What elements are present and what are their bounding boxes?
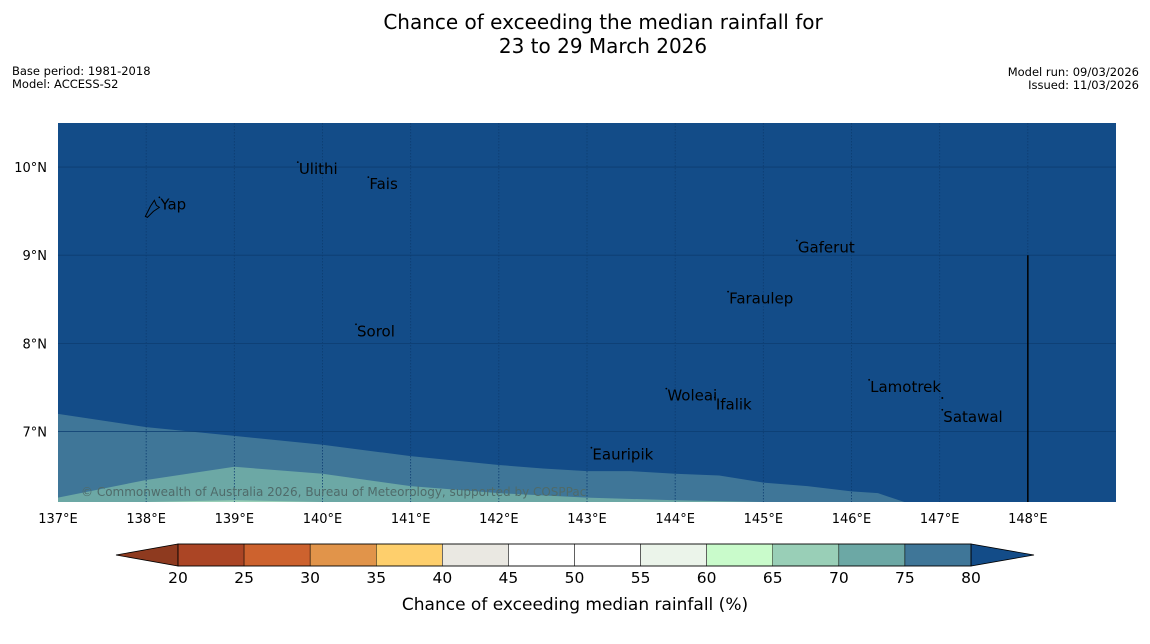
colorbar-tick-label: 65 [763,569,783,587]
colorbar-tick-label: 60 [697,569,717,587]
place-label-gaferut: Gaferut [798,239,855,257]
info-left: Base period: 1981-2018 Model: ACCESS-S2 [12,65,151,91]
place-labels: Yap Ulithi Fais Gaferut Faraulep Sorol WoleaiI… [144,160,1003,464]
colorbar-tick-label: 20 [168,569,188,587]
colorbar-segment [706,543,774,567]
colorbar-tick-label: 40 [432,569,452,587]
colorbar-segment [574,543,641,567]
island-marker [941,408,944,411]
base-period-text: Base period: 1981-2018 [12,64,151,78]
rainfall-band-65-70 [58,500,499,502]
copyright-text: © Commonwealth of Australia 2026, Bureau… [81,485,586,499]
island-marker [713,396,716,399]
island-marker [795,239,798,242]
lon-tick-label: 147°E [920,512,960,527]
lon-tick-label: 139°E [215,512,255,527]
colorbar-tick-label: 80 [961,569,981,587]
colorbar-segment [508,543,575,567]
island-marker [665,387,668,390]
lon-tick-label: 141°E [391,512,431,527]
island-marker [868,378,871,381]
lat-tick-label: 9°N [23,249,48,264]
map-title: Chance of exceeding the median rainfall … [0,10,1150,58]
lon-tick-label: 137°E [38,512,78,527]
place-label-satawal: Satawal [943,408,1002,426]
lat-tick-label: 8°N [23,337,48,352]
place-label-lamotrek: Lamotrek [870,378,941,396]
colorbar-tick-label: 75 [895,569,915,587]
colorbar: 20 25 30 35 40 45 50 55 60 65 70 75 80 [115,543,1035,587]
colorbar-segment [177,543,245,567]
colorbar-tick-label: 45 [499,569,519,587]
colorbar-title: Chance of exceeding median rainfall (%) [402,595,748,615]
colorbar-tick-label: 55 [631,569,651,587]
colorbar-tick-label: 30 [300,569,320,587]
map-axes: 137°E 138°E 139°E 140°E 141°E 142°E 143°E 144°E… [14,123,1116,527]
place-label-yap: Yap [159,195,186,213]
lon-tick-label: 148°E [1008,512,1048,527]
place-label-fais: Fais [369,175,398,193]
model-run-text: Model run: 09/03/2026 [1007,65,1139,79]
lon-tick-label: 138°E [126,512,166,527]
lon-tick-label: 146°E [832,512,872,527]
island-marker [590,446,593,449]
colorbar-segment [376,543,443,567]
colorbar-tick-label: 70 [829,569,849,587]
lat-tick-label: 10°N [14,161,47,176]
colorbar-tick-label: 35 [366,569,386,587]
colorbar-under-arrow [115,543,179,567]
place-label-ulithi: Ulithi [299,160,338,178]
lat-tick-label: 7°N [23,425,48,440]
islet-marker [941,396,944,399]
place-label-faraulep: Faraulep [729,290,793,308]
colorbar-tick-label: 25 [234,569,254,587]
lon-tick-label: 143°E [567,512,607,527]
island-marker [727,290,729,293]
title-line-2: 23 to 29 March 2026 [498,34,708,58]
colorbar-segment [309,543,377,567]
place-label-woleai: Woleai [667,387,717,405]
colorbar-segment [640,543,707,567]
title-line-1: Chance of exceeding the median rainfall … [383,10,823,34]
island-marker [158,196,161,199]
issued-text: Issued: 11/03/2026 [1028,78,1139,92]
colorbar-over-arrow [970,543,1035,567]
lon-tick-label: 140°E [303,512,343,527]
place-label-eauripik: Eauripik [592,446,653,464]
place-label-ifalik: Ifalik [716,395,752,413]
model-text: Model: ACCESS-S2 [12,77,119,91]
colorbar-segment [772,543,840,567]
lon-tick-label: 144°E [655,512,695,527]
yap-island-outline [144,199,161,218]
info-right: Model run: 09/03/2026 Issued: 11/03/2026 [1008,66,1139,92]
colorbar-segment [904,543,972,567]
place-label-sorol: Sorol [357,322,395,340]
colorbar-segment [838,543,906,567]
lon-tick-label: 145°E [744,512,784,527]
colorbar-tick-label: 50 [565,569,585,587]
colorbar-segment [243,543,311,567]
island-marker [296,161,299,164]
island-marker [355,323,357,326]
colorbar-segment [442,543,509,567]
lon-tick-label: 142°E [479,512,519,527]
island-marker [367,176,370,179]
colorbar-frame [177,543,972,567]
